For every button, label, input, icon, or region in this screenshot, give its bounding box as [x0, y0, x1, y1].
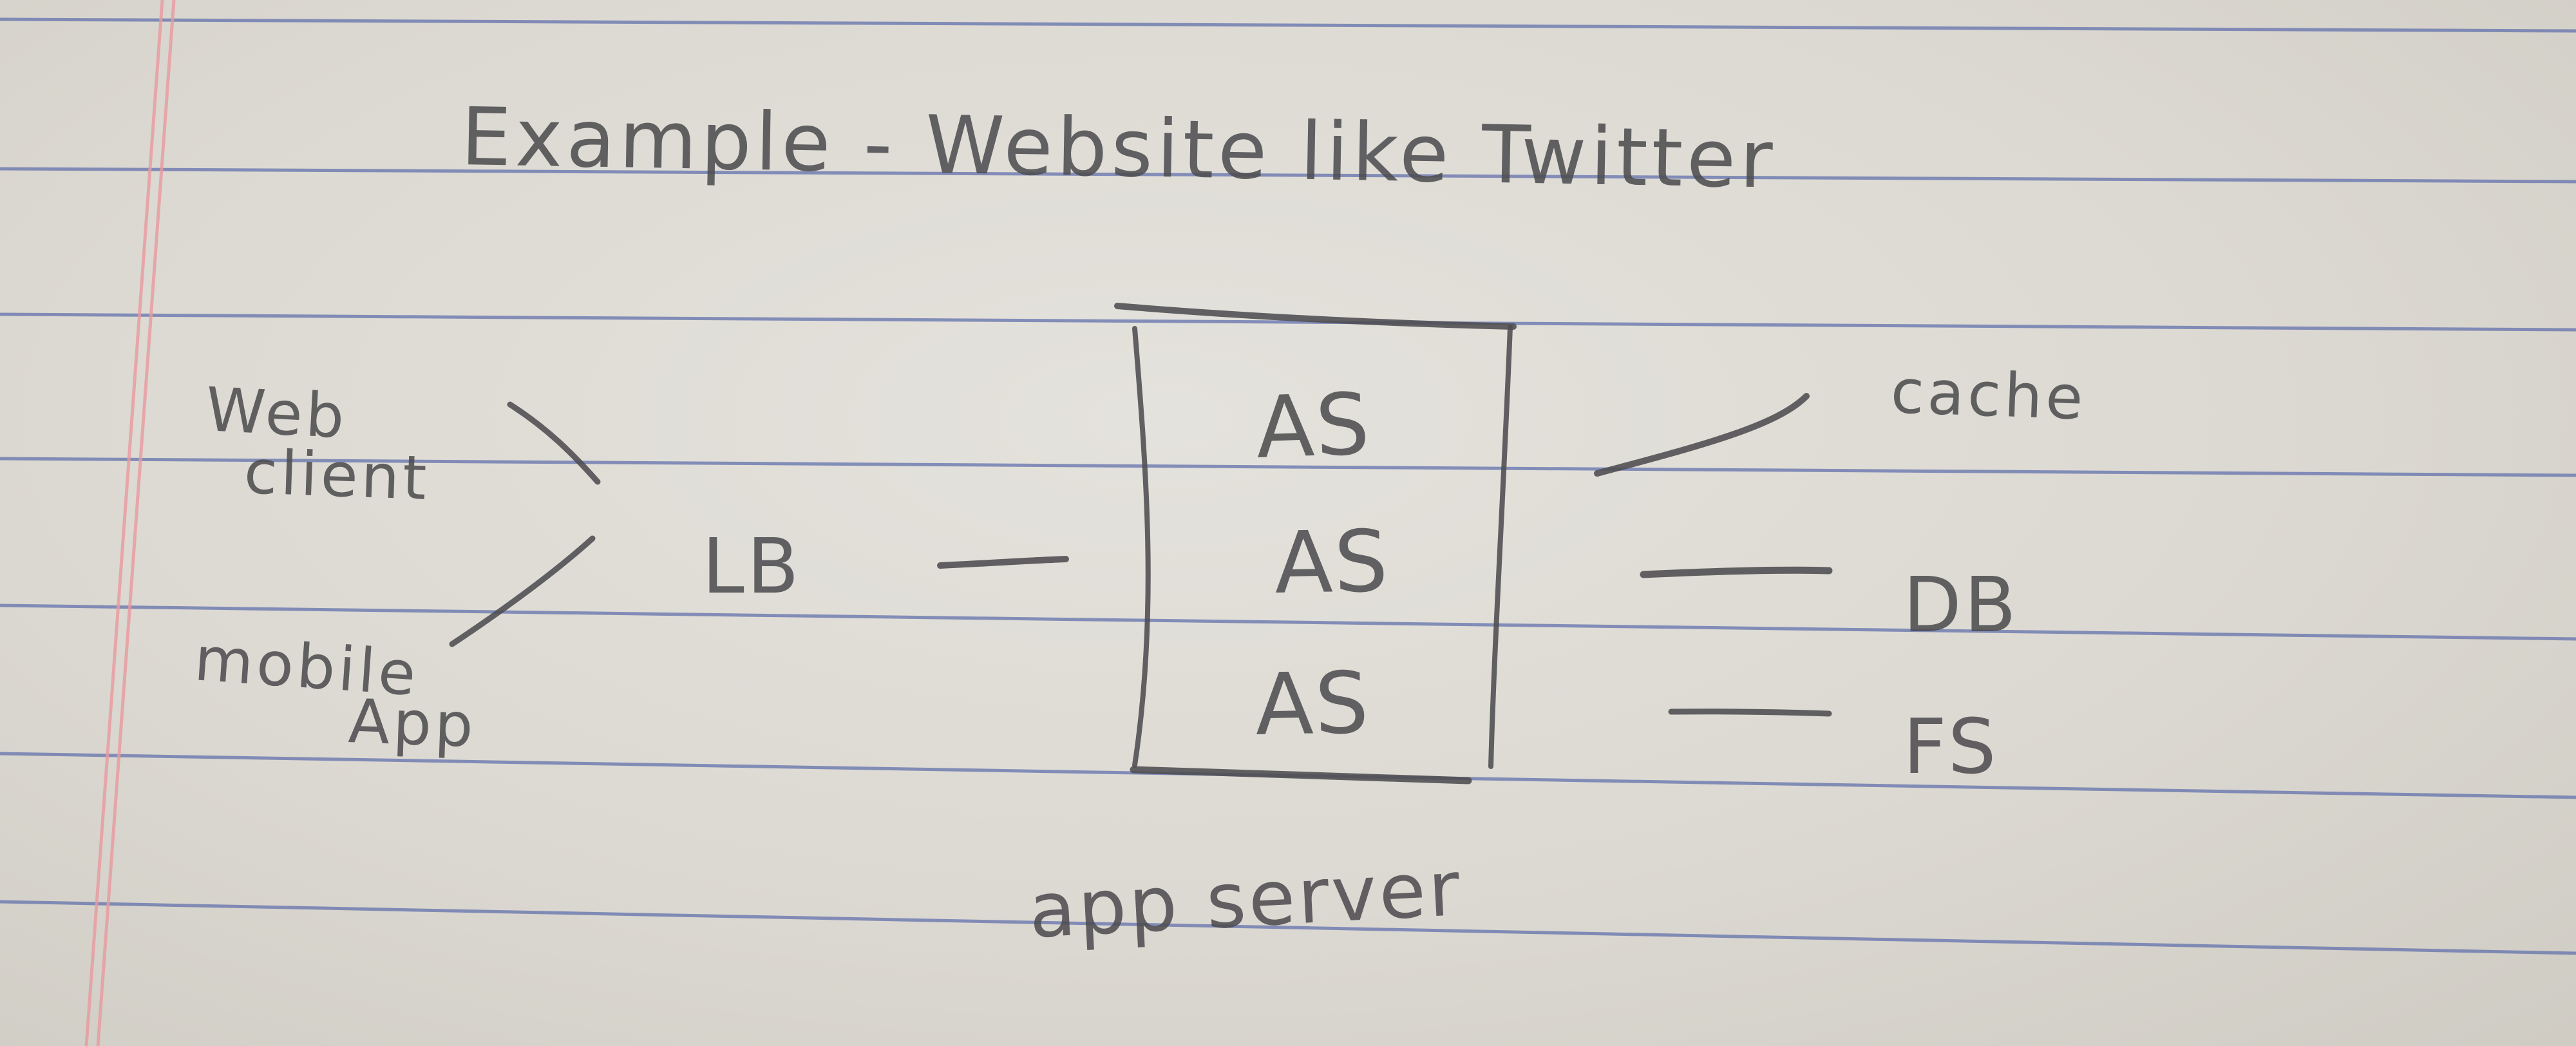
app-server-3: AS: [1255, 654, 1371, 755]
box-top-edge: [1114, 303, 1517, 330]
fs-connector: [1668, 708, 1832, 717]
ruled-line: [0, 900, 2576, 955]
box-right-edge: [1488, 325, 1513, 769]
app-server-caption: app server: [1027, 844, 1464, 955]
ruled-line: [0, 17, 2576, 33]
db-label: DB: [1903, 560, 2019, 649]
ruled-line: [0, 457, 2576, 477]
web-client-label-line1: Web: [204, 375, 349, 452]
ruled-line: [0, 604, 2576, 641]
mobile-app-label-line2: App: [347, 687, 477, 761]
web-client-connector: [507, 401, 601, 485]
lb-to-app-connector: [937, 556, 1069, 569]
app-server-1: AS: [1255, 375, 1372, 478]
app-server-2: AS: [1274, 512, 1390, 613]
web-client-label-line2: client: [243, 437, 431, 514]
db-connector: [1640, 566, 1833, 578]
app-server-box: [1114, 303, 1517, 784]
cache-label: cache: [1889, 357, 2087, 434]
cache-connector: [1594, 393, 1810, 477]
box-left-edge: [1132, 326, 1151, 768]
diagram-title: Example - Website like Twitter: [460, 91, 1777, 207]
fs-label: FS: [1903, 702, 1999, 791]
ruled-line: [0, 312, 2576, 332]
mobile-app-label-line1: mobile: [192, 624, 421, 710]
margin-lines: [84, 0, 176, 1046]
mobile-app-connector: [449, 535, 596, 647]
load-balancer-label: LB: [702, 522, 802, 611]
ruled-line: [0, 167, 2576, 184]
box-bottom-edge: [1130, 766, 1472, 784]
margin-line: [96, 0, 176, 1046]
margin-line: [84, 0, 164, 1046]
